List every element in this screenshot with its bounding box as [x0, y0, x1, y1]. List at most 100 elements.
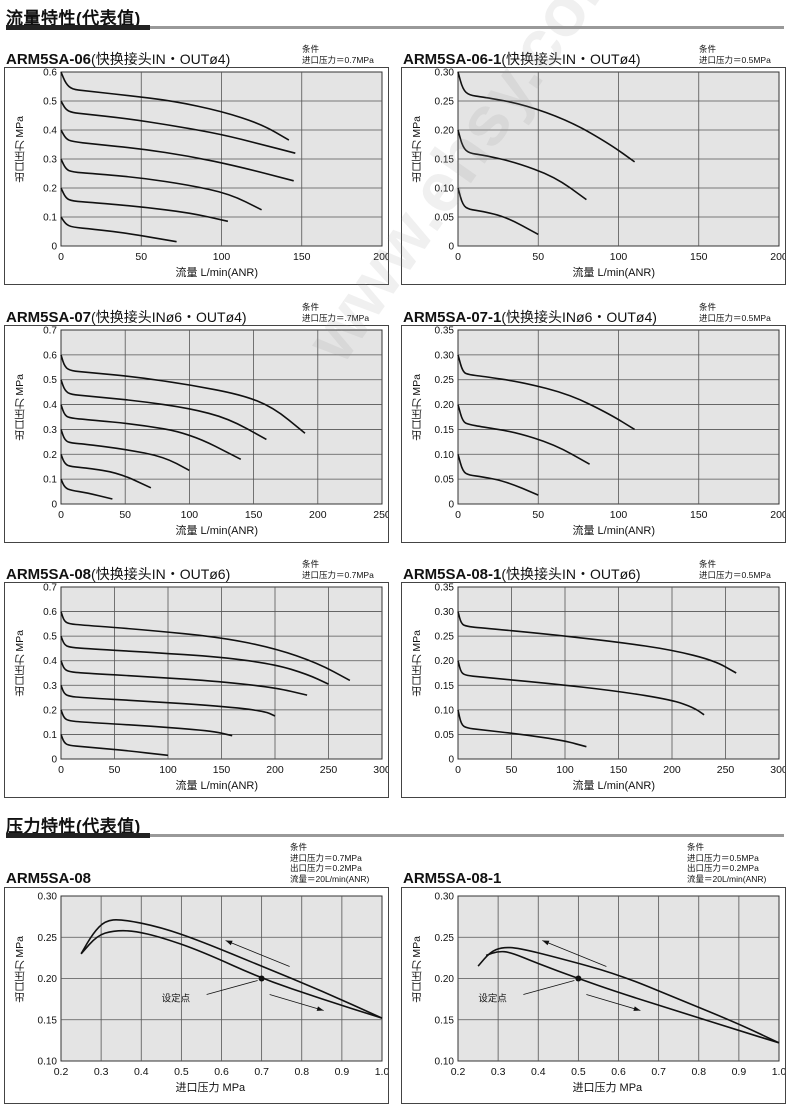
y-tick-label: 0.25	[435, 933, 455, 944]
condition-line: 进口压力＝0.5MPa	[687, 852, 759, 863]
y-tick-label: 0.3	[43, 425, 57, 436]
x-tick-label: 150	[213, 764, 231, 776]
series-line	[457, 611, 737, 674]
y-tick-label: 0.15	[435, 425, 455, 436]
chart-title-main: ARM5SA-08-1	[403, 566, 502, 583]
series-line	[60, 404, 242, 461]
condition-line: 进口压力＝0.5MPa	[699, 569, 771, 580]
arrow-up-head	[225, 940, 233, 946]
x-tick-label: 200	[373, 251, 388, 263]
chart-title: ARM5SA-08(快换接头IN・OUTø6)	[6, 564, 230, 584]
arrow-up-head	[542, 940, 550, 946]
y-tick-label: 0.30	[435, 68, 455, 79]
y-tick-label: 0.35	[435, 326, 455, 337]
series-line	[60, 187, 229, 223]
y-tick-label: 0.20	[435, 656, 455, 667]
x-tick-label: 0	[58, 764, 64, 776]
y-tick-label: 0.10	[435, 450, 455, 461]
section-rule-flow	[6, 25, 784, 30]
series-line	[60, 354, 306, 434]
x-tick-label: 0	[455, 509, 461, 521]
chart-title: ARM5SA-08-1(快换接头IN・OUTø6)	[403, 564, 641, 584]
x-tick-label: 100	[610, 509, 628, 521]
chart-title: ARM5SA-08-1	[403, 870, 501, 887]
x-axis-label: 流量 L/min(ANR)	[572, 267, 656, 279]
x-tick-label: 0	[58, 509, 64, 521]
chart-title-main: ARM5SA-07	[6, 309, 92, 326]
x-tick-label: 150	[610, 764, 628, 776]
chart-svg: 0 50 100 150 200 250 300 0 0.1 0.2 0.3 0.4 0.5 0.6 0.7	[43, 583, 388, 776]
y-tick-label: 0.4	[43, 656, 57, 667]
x-tick-label: 150	[245, 509, 263, 521]
x-tick-label: 0.8	[691, 1066, 706, 1078]
y-tick-label: 0	[51, 755, 57, 766]
chart-panel: 0 50 100 150 200 0 0.05 0.10 0.15 0.20 0.25 0.30 0.3…	[401, 325, 786, 543]
x-tick-label: 1.0	[375, 1066, 388, 1078]
x-tick-label: 300	[373, 764, 388, 776]
y-axis-label: 出口压力 MPa	[14, 116, 26, 183]
x-tick-label: 50	[506, 764, 518, 776]
series-line	[457, 129, 587, 201]
series-line	[60, 71, 290, 141]
x-tick-label: 300	[770, 764, 785, 776]
condition-line: 出口压力＝0.2MPa	[687, 863, 759, 873]
y-axis-label: 出口压力 MPa	[411, 374, 423, 441]
condition-line: 进口压力＝.7MPa	[302, 312, 370, 323]
x-tick-label: 100	[610, 251, 628, 263]
y-tick-label: 0.20	[435, 974, 455, 985]
series-line	[60, 635, 329, 685]
x-axis-label: 进口压力 MPa	[175, 1082, 246, 1094]
chart-title-sub: (快换接头IN・OUTø4)	[501, 51, 641, 67]
setpoint-leader	[523, 980, 575, 995]
chart-conditions: 条件 进口压力＝0.5MPa	[699, 302, 771, 323]
y-tick-label: 0.3	[43, 155, 57, 166]
chart-panel: 0.2 0.3 0.4 0.5 0.6 0.7 0.8 0.9 1.0 0.10 0.15 0.20 0…	[401, 887, 786, 1104]
condition-line: 进口压力＝0.7MPa	[302, 54, 374, 65]
series-line	[60, 478, 113, 500]
x-tick-label: 0.3	[491, 1066, 506, 1078]
chart-svg: 0.2 0.3 0.4 0.5 0.6 0.7 0.8 0.9 1.0 0.10 0.15 0.20 0…	[38, 892, 388, 1079]
series-line	[457, 660, 705, 716]
chart-conditions: 条件 进口压力＝0.7MPa	[302, 559, 374, 580]
series-line	[80, 929, 383, 1019]
y-axis-label: 出口压力 MPa	[411, 935, 423, 1003]
series-line	[60, 611, 351, 682]
y-tick-label: 0	[51, 242, 57, 253]
y-tick-label: 0.2	[43, 184, 57, 195]
y-tick-label: 0.10	[435, 1057, 455, 1068]
setpoint-label: 设定点	[162, 993, 191, 1005]
x-tick-label: 50	[532, 509, 544, 521]
x-tick-label: 0.4	[134, 1066, 149, 1078]
chart-title: ARM5SA-07(快换接头INø6・OUTø4)	[6, 307, 247, 327]
setpoint-leader	[206, 980, 258, 995]
arrow-down	[586, 994, 641, 1011]
y-tick-label: 0.20	[435, 126, 455, 137]
chart-conditions: 条件 进口压力＝0.5MPa 出口压力＝0.2MPa 流量＝20L/min(ANR)	[687, 842, 766, 884]
x-axis-label: 流量 L/min(ANR)	[572, 780, 656, 792]
x-tick-label: 1.0	[772, 1066, 785, 1078]
x-tick-label: 0.3	[94, 1066, 109, 1078]
x-tick-label: 100	[556, 764, 574, 776]
y-tick-label: 0.05	[435, 213, 455, 224]
x-axis-label: 流量 L/min(ANR)	[572, 525, 656, 537]
x-tick-label: 0.2	[451, 1066, 466, 1078]
series-line	[60, 129, 294, 182]
condition-line: 条件	[302, 302, 320, 312]
condition-line: 条件	[699, 559, 717, 569]
y-tick-label: 0.15	[38, 1015, 58, 1026]
x-tick-label: 0.6	[214, 1066, 229, 1078]
series-line	[457, 354, 636, 431]
chart-conditions: 条件 进口压力＝0.5MPa	[699, 559, 771, 580]
x-tick-label: 50	[119, 509, 131, 521]
series-line	[60, 379, 267, 441]
y-tick-label: 0.4	[43, 400, 57, 411]
x-tick-label: 200	[770, 509, 785, 521]
y-tick-label: 0.1	[43, 475, 57, 486]
x-tick-label: 0.2	[54, 1066, 69, 1078]
y-tick-label: 0.20	[38, 974, 58, 985]
condition-line: 条件	[302, 44, 320, 54]
chart-svg: 0 50 100 150 200 250 0 0.1 0.2 0.3 0.4 0.5 0.6 0.7	[43, 326, 388, 521]
y-axis-label: 出口压力 MPa	[14, 630, 26, 697]
y-tick-label: 0.6	[43, 607, 57, 618]
section-rule-pressure	[6, 833, 784, 838]
